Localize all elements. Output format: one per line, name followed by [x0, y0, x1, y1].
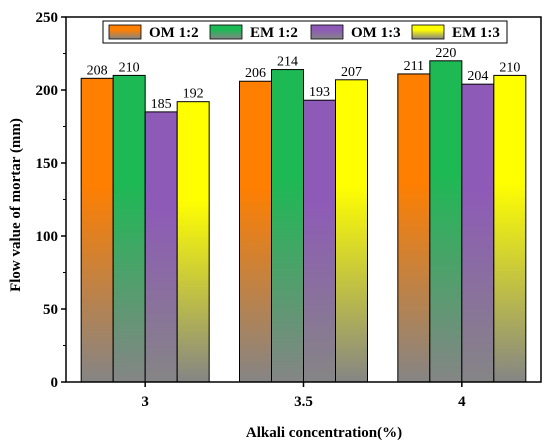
- y-tick-label: 150: [36, 156, 59, 172]
- bar-om-1-2-4: [397, 73, 431, 383]
- legend-swatch: [411, 24, 445, 40]
- y-tick-label: 250: [36, 10, 59, 26]
- data-label: 210: [119, 60, 140, 75]
- data-label: 192: [183, 87, 204, 102]
- data-label: 220: [435, 46, 456, 61]
- y-axis-title: Flow value of mortar (mm): [8, 118, 24, 292]
- legend-label: OM 1:2: [149, 25, 199, 41]
- data-label: 208: [87, 63, 108, 78]
- data-label: 185: [151, 97, 172, 112]
- legend-label: EM 1:3: [452, 25, 500, 41]
- data-label: 210: [499, 60, 520, 75]
- x-tick-label: 3.5: [294, 394, 313, 410]
- x-tick-label: 4: [458, 394, 466, 410]
- legend-swatch: [209, 24, 243, 40]
- legend-swatch: [310, 24, 344, 40]
- bar-em-1-3-3: [176, 101, 210, 383]
- legend-label: EM 1:2: [250, 25, 298, 41]
- bar-om-1-2-3: [80, 77, 114, 383]
- bar-em-1-2-3: [112, 74, 146, 383]
- legend-label: OM 1:3: [351, 25, 401, 41]
- data-label: 207: [341, 65, 362, 80]
- bar-om-1-3-3.5: [303, 99, 336, 383]
- data-label: 193: [309, 85, 330, 100]
- y-tick-label: 0: [51, 375, 59, 391]
- data-label: 211: [404, 59, 424, 74]
- bar-om-1-3-4: [461, 83, 495, 383]
- data-label: 214: [277, 55, 298, 70]
- bar-om-1-2-3.5: [239, 80, 272, 383]
- legend-box: [102, 20, 508, 44]
- x-tick-label: 3: [141, 394, 149, 410]
- bar-em-1-2-4: [429, 60, 463, 383]
- bar-om-1-3-3: [144, 111, 178, 383]
- bar-em-1-3-4: [493, 74, 527, 383]
- y-tick-label: 100: [36, 229, 59, 245]
- bar-em-1-3-3.5: [335, 79, 368, 383]
- y-tick-label: 200: [36, 83, 59, 99]
- x-axis-title: Alkali concentration(%): [246, 425, 402, 441]
- legend-swatch: [108, 24, 142, 40]
- bar-em-1-2-3.5: [271, 69, 304, 383]
- data-label: 206: [245, 66, 266, 81]
- data-label: 204: [467, 69, 488, 84]
- y-tick-label: 50: [43, 302, 58, 318]
